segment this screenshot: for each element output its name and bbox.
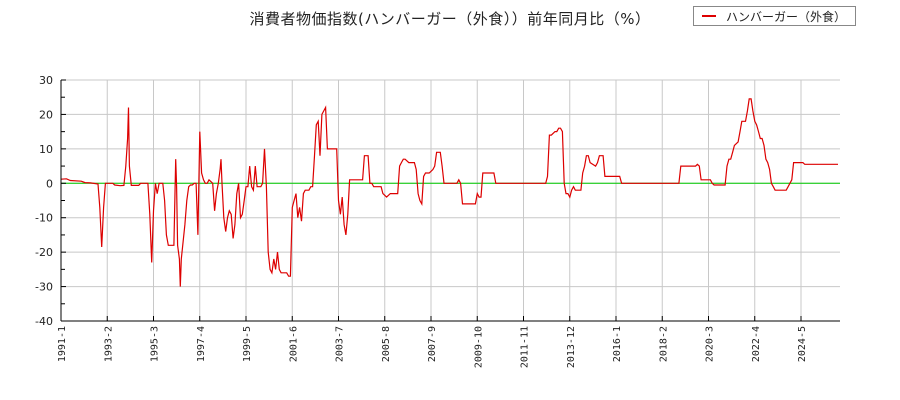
x-tick-label: 2005-8 [381, 326, 392, 362]
x-tick-label: 2016-1 [612, 326, 623, 362]
series-path [60, 98, 838, 287]
grid-lines [61, 79, 840, 321]
y-tick-label: 10 [39, 143, 53, 156]
x-tick-label: 2001-6 [288, 326, 299, 362]
legend-label: ハンバーガー（外食） [726, 9, 847, 24]
x-tick-label: 2013-12 [566, 326, 577, 368]
x-tick-label: 2020-3 [705, 326, 716, 362]
x-tick-label: 1997-4 [196, 326, 207, 362]
y-tick-label: -40 [35, 315, 53, 328]
x-tick-label: 1993-2 [103, 326, 114, 362]
x-tick-label: 1995-3 [150, 326, 161, 362]
chart-title: 消費者物価指数(ハンバーガー（外食））前年同月比（%） [249, 10, 651, 28]
y-tick-label: -20 [35, 246, 53, 259]
x-tick-label: 1999-5 [242, 326, 253, 362]
x-tick-label: 2024-5 [797, 326, 808, 362]
y-tick-label: -30 [35, 281, 53, 294]
x-tick-label: 2007-9 [427, 326, 438, 362]
x-tick-label: 2003-7 [335, 326, 346, 362]
chart-legend: ハンバーガー（外食） [693, 6, 856, 26]
y-tick-label: 30 [39, 74, 53, 87]
y-axis-ticks: 30 20 10 0 -10 -20 -30 -40 [35, 74, 53, 328]
x-tick-label: 2011-11 [520, 326, 531, 368]
x-tick-label: 2022-4 [751, 326, 762, 362]
y-tick-label: 0 [46, 177, 53, 190]
series-line [60, 98, 838, 287]
y-tick-label: 20 [39, 108, 53, 121]
x-axis-ticks: 1991-1 1993-2 1995-3 1997-4 1999-5 2001-6 2003… [57, 326, 808, 368]
legend-swatch-icon [702, 15, 716, 17]
y-tick-label: -10 [35, 212, 53, 225]
x-tick-label: 2009-10 [473, 326, 484, 368]
x-tick-label: 1991-1 [57, 326, 68, 362]
axes [60, 79, 840, 322]
x-tick-label: 2018-2 [658, 326, 669, 362]
